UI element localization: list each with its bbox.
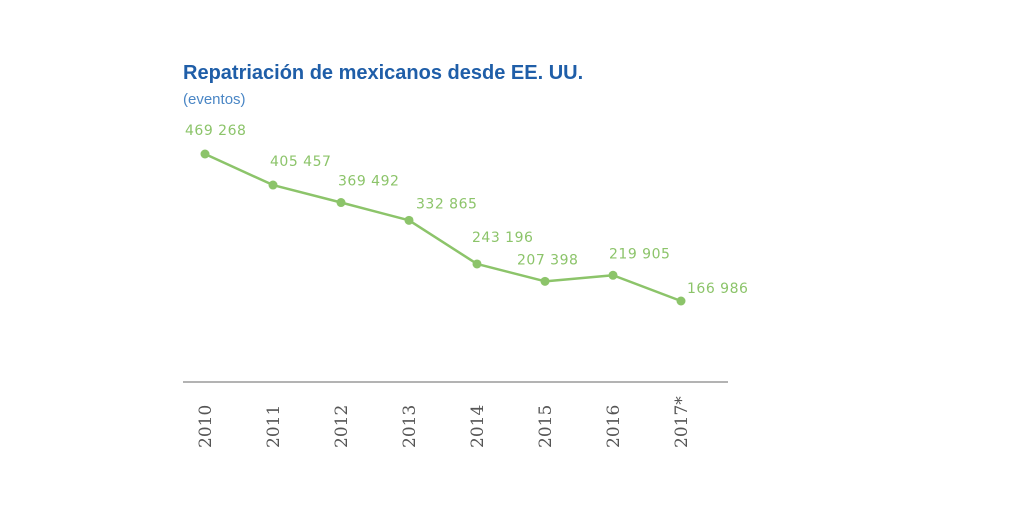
data-point-2017 bbox=[676, 296, 686, 306]
data-point-2011 bbox=[268, 180, 278, 190]
series-line bbox=[204, 152, 682, 303]
x-tick-label-2016: 2016 bbox=[604, 405, 624, 448]
data-point-2010 bbox=[200, 149, 210, 159]
data-label-2013: 332 865 bbox=[416, 196, 477, 212]
data-label-2015: 207 398 bbox=[517, 252, 578, 268]
data-label-2010: 469 268 bbox=[185, 123, 246, 139]
x-tick-label-2013: 2013 bbox=[400, 405, 420, 448]
chart-title: Repatriación de mexicanos desde EE. UU. bbox=[183, 62, 584, 84]
x-tick-label-2011: 2011 bbox=[264, 405, 284, 448]
data-label-2014: 243 196 bbox=[472, 230, 533, 246]
x-tick-label-2014: 2014 bbox=[468, 405, 488, 448]
data-label-2012: 369 492 bbox=[338, 174, 399, 190]
data-point-2015 bbox=[540, 276, 550, 286]
data-point-2016 bbox=[608, 270, 618, 280]
x-tick-label-2017: 2017* bbox=[672, 396, 692, 448]
x-tick-label-2010: 2010 bbox=[196, 405, 216, 448]
data-label-layer: 469 268 405 457 369 492 332 865 243 196 207 3… bbox=[185, 123, 748, 297]
x-tick-label-2015: 2015 bbox=[536, 405, 556, 448]
data-label-2011: 405 457 bbox=[270, 154, 331, 170]
series-layer bbox=[200, 149, 686, 306]
data-label-2016: 219 905 bbox=[609, 246, 670, 262]
data-label-2017: 166 986 bbox=[687, 281, 748, 297]
data-point-2012 bbox=[336, 198, 346, 208]
chart-subtitle: (eventos) bbox=[183, 91, 246, 108]
data-point-2014 bbox=[472, 259, 482, 269]
x-tick-label-2012: 2012 bbox=[332, 405, 352, 448]
x-tick-layer: 2010 2011 2012 2013 2014 2015 2016 2017* bbox=[196, 396, 692, 448]
data-point-2013 bbox=[404, 215, 414, 225]
